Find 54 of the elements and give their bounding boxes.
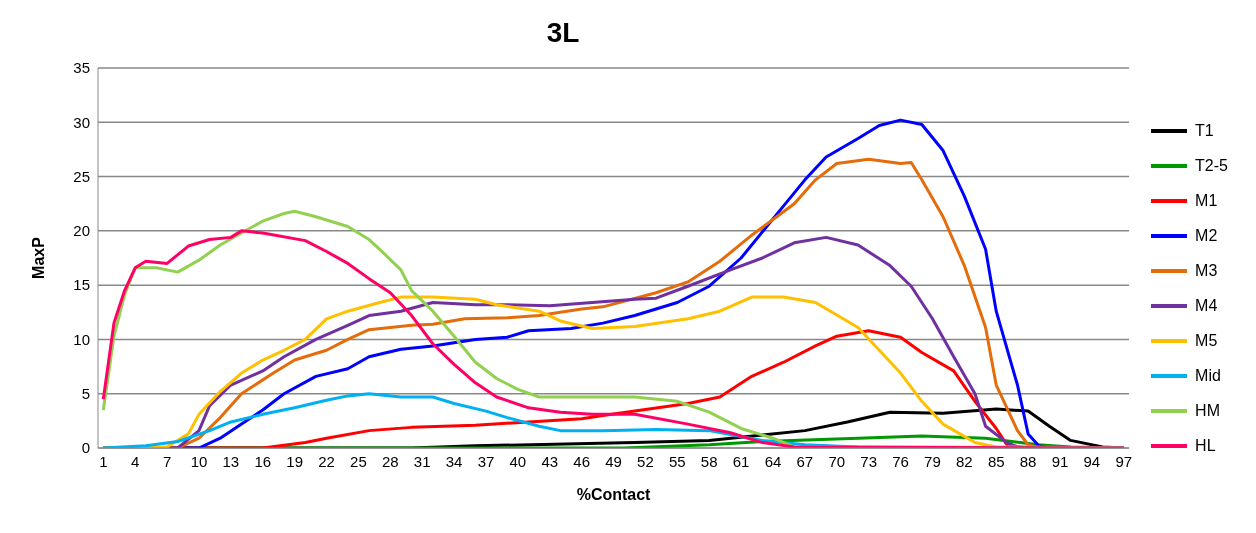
- x-tick-label: 82: [955, 452, 973, 470]
- x-tick-label: 58: [700, 452, 718, 470]
- legend-label: T2-5: [1195, 155, 1228, 176]
- x-tick-label: 76: [892, 452, 909, 470]
- x-tick-label: 52: [637, 452, 654, 470]
- y-tick-label: 35: [73, 59, 90, 77]
- y-tick-label: 15: [73, 276, 90, 294]
- x-tick-label: 25: [350, 452, 367, 470]
- legend-label: M2: [1195, 225, 1218, 246]
- x-tick-label: 19: [286, 452, 303, 470]
- y-tick-label: 0: [81, 439, 90, 457]
- x-tick-label: 73: [860, 452, 878, 470]
- x-tick-label: 7: [162, 452, 172, 470]
- y-tick-label: 5: [81, 385, 90, 403]
- x-tick-label: 70: [828, 452, 846, 470]
- y-axis-title: MaxP: [29, 236, 47, 279]
- y-tick-label: 20: [73, 222, 90, 240]
- x-tick-label: 49: [605, 452, 622, 470]
- y-tick-label: 30: [73, 113, 90, 131]
- legend-label: M3: [1195, 260, 1218, 281]
- x-tick-label: 31: [413, 452, 431, 470]
- x-tick-label: 10: [190, 452, 208, 470]
- x-tick-label: 43: [541, 452, 559, 470]
- x-tick-label: 34: [445, 452, 463, 470]
- x-tick-label: 61: [732, 452, 750, 470]
- x-tick-label: 4: [131, 452, 140, 470]
- x-tick-label: 22: [318, 452, 335, 470]
- x-tick-label: 46: [573, 452, 590, 470]
- x-tick-label: 40: [509, 452, 527, 470]
- legend-label: T1: [1195, 120, 1214, 141]
- legend-label: M5: [1195, 330, 1218, 351]
- x-tick-label: 55: [668, 452, 686, 470]
- legend-label: M1: [1195, 190, 1218, 211]
- x-tick-label: 79: [924, 452, 941, 470]
- legend-label: HL: [1195, 435, 1216, 456]
- x-tick-label: 85: [987, 452, 1005, 470]
- y-tick-label: 10: [73, 330, 90, 348]
- x-tick-label: 1: [99, 452, 108, 470]
- x-tick-label: 67: [796, 452, 814, 470]
- chart-title: 3L: [545, 16, 581, 50]
- x-tick-label: 91: [1051, 452, 1069, 470]
- x-tick-label: 88: [1019, 452, 1037, 470]
- x-tick-label: 16: [254, 452, 272, 470]
- x-tick-label: 64: [764, 452, 782, 470]
- x-tick-label: 37: [477, 452, 495, 470]
- x-tick-label: 28: [381, 452, 399, 470]
- x-tick-label: 13: [222, 452, 240, 470]
- x-tick-label: 97: [1115, 452, 1133, 470]
- legend-label: Mid: [1195, 365, 1221, 386]
- y-tick-label: 25: [73, 167, 90, 185]
- x-tick-label: 94: [1083, 452, 1101, 470]
- x-axis-title: %Contact: [576, 486, 652, 503]
- legend-label: M4: [1195, 295, 1218, 316]
- legend-label: HM: [1195, 400, 1220, 421]
